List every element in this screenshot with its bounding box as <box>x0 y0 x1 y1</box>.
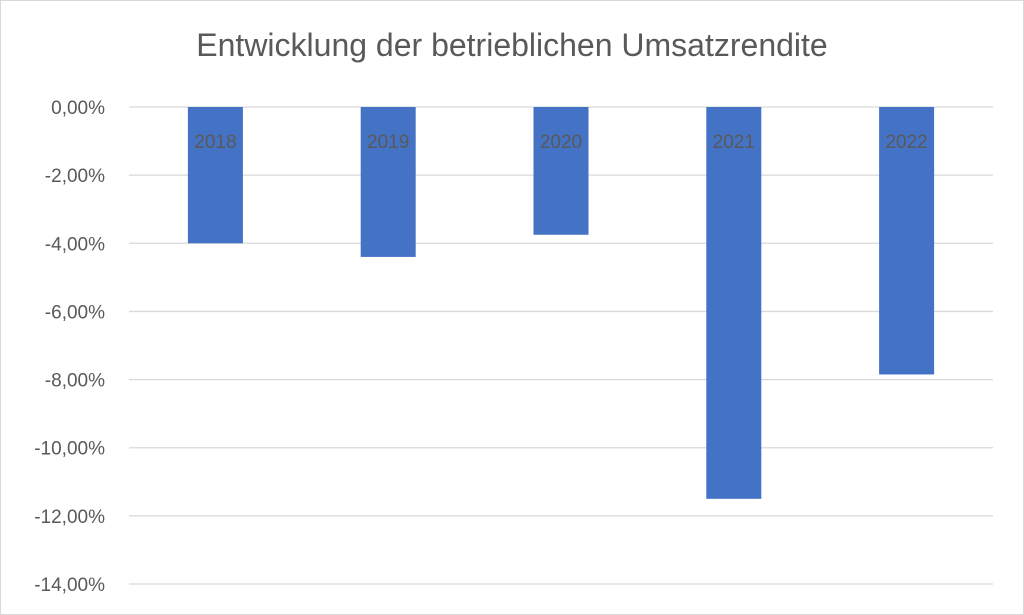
bar-2019 <box>360 107 416 257</box>
category-label-2018: 2018 <box>194 132 236 153</box>
bars <box>187 107 935 499</box>
y-tick-label: -6,00% <box>45 302 105 323</box>
y-tick-label: -4,00% <box>45 234 105 255</box>
category-labels: 2018 2019 2020 2021 2022 <box>194 132 927 153</box>
chart-title: Entwicklung der betrieblichen Umsatzrend… <box>196 27 828 63</box>
category-label-2019: 2019 <box>367 132 409 153</box>
category-label-2020: 2020 <box>540 132 582 153</box>
bar-2018 <box>187 107 243 244</box>
bar-2022 <box>879 107 935 375</box>
y-tick-label: -10,00% <box>34 439 105 460</box>
y-tick-label: -2,00% <box>45 166 105 187</box>
y-tick-label: -8,00% <box>45 371 105 392</box>
y-tick-label: -14,00% <box>34 575 105 596</box>
category-label-2022: 2022 <box>885 132 927 153</box>
category-label-2021: 2021 <box>713 132 755 153</box>
bar-2020 <box>533 107 589 235</box>
y-tick-label: 0,00% <box>51 98 105 119</box>
bar-2021 <box>706 107 762 499</box>
y-axis-tick-labels: 0,00% -2,00% -4,00% -6,00% -8,00% -10,00% -12,… <box>34 98 105 596</box>
y-tick-label: -12,00% <box>34 507 105 528</box>
